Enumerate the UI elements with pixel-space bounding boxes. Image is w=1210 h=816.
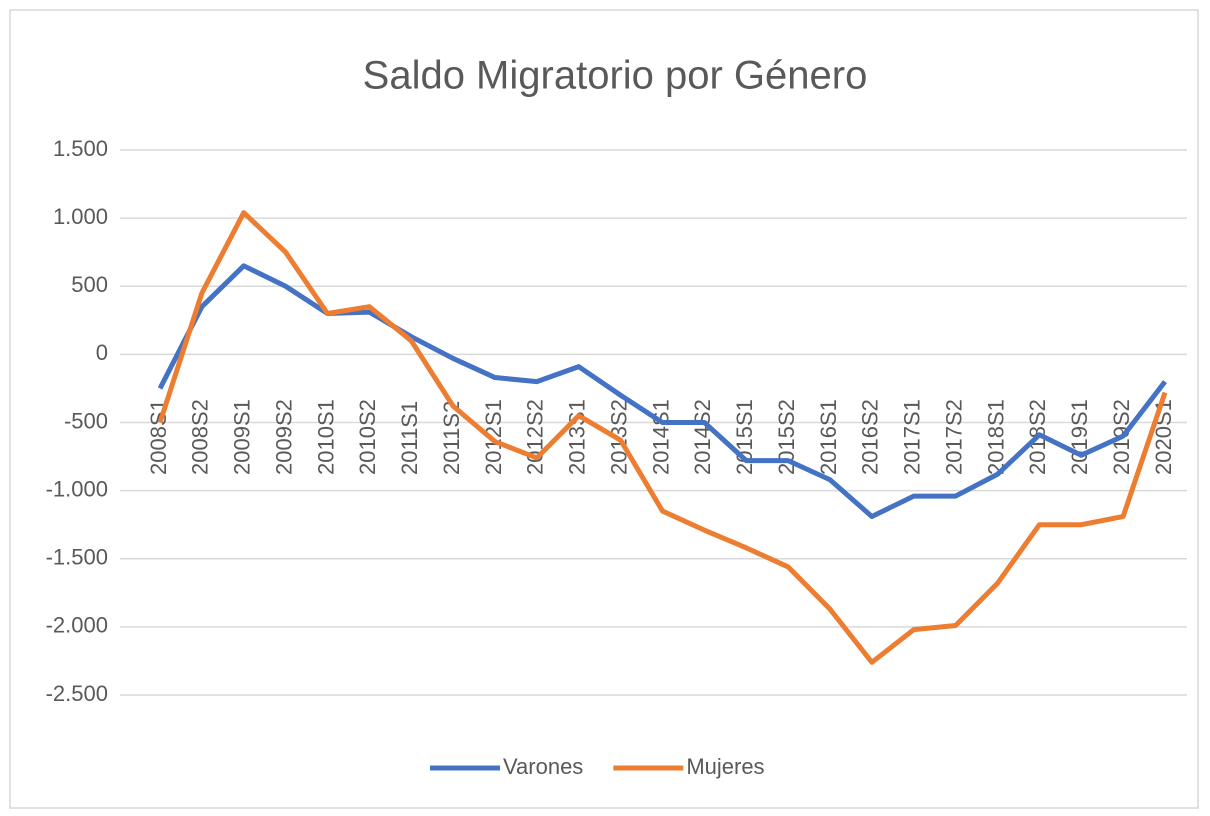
y-tick-label: 1.500 [53,136,108,161]
x-tick-label: 2008S2 [188,399,213,475]
y-tick-label: -2.000 [46,613,108,638]
x-tick-label: 2009S1 [230,399,255,475]
x-tick-label: 2014S1 [648,399,673,475]
x-tick-label: 2012S2 [523,399,548,475]
x-tick-label: 2010S2 [355,399,380,475]
x-tick-label: 2009S2 [271,399,296,475]
x-tick-label: 2013S1 [565,399,590,475]
x-tick-label: 2011S1 [397,401,422,475]
y-tick-label: 0 [96,340,108,365]
legend-label: Varones [503,754,583,779]
x-tick-label: 2014S2 [690,399,715,475]
series-line [157,210,1168,665]
y-tick-label: 1.000 [53,204,108,229]
y-tick-label: -500 [64,408,108,433]
x-tick-label: 2010S1 [313,399,338,475]
x-tick-label: 2015S1 [732,399,757,475]
y-tick-label: -2.500 [46,681,108,706]
x-tick-label: 2016S2 [858,399,883,475]
x-tick-label: 2016S1 [816,399,841,475]
y-tick-label: -1.500 [46,545,108,570]
x-tick-label: 2019S1 [1067,399,1092,475]
x-tick-label: 2008S1 [146,399,171,475]
x-tick-label: 2017S2 [941,399,966,475]
chart-frame [9,9,1199,809]
x-tick-label: 2020S1 [1151,399,1176,475]
legend-label: Mujeres [686,754,764,779]
y-tick-label: 500 [71,272,108,297]
chart-title: Saldo Migratorio por Género [363,54,868,98]
x-tick-label: 2018S1 [983,399,1008,475]
x-tick-label: 2017S1 [900,399,925,475]
y-tick-label: -1.000 [46,476,108,501]
